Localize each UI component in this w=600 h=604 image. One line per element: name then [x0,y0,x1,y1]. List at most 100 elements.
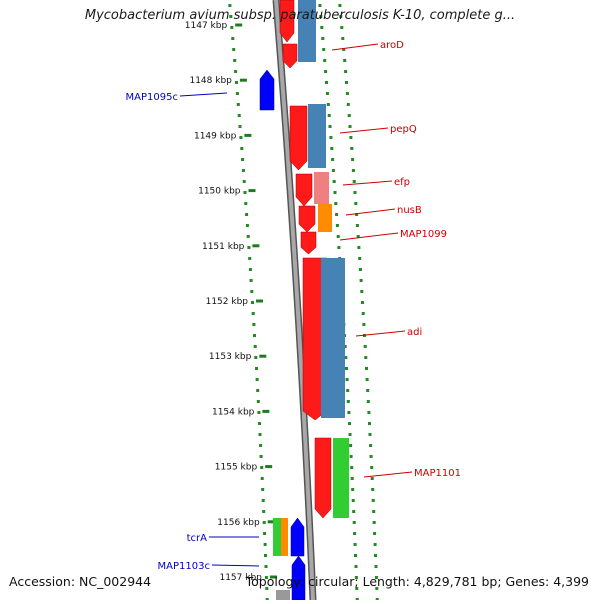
gene-label-forward: MAP1099 [400,229,447,240]
track-dot [361,312,365,315]
gene-label-forward: adi [407,327,422,338]
gene-label-reverse: MAP1095c [126,92,178,103]
topology-summary: Topology: circular; Length: 4,829,781 bp… [245,574,589,589]
track-dot [369,455,373,458]
gene-forward [300,231,317,255]
track-dot [264,554,267,557]
track-dot [335,224,339,227]
tick-mark [265,465,273,469]
track-dot [346,103,350,106]
track-dot [369,444,373,447]
backbone-line [274,0,315,601]
track-dot [331,169,335,172]
track-dot [330,147,334,150]
gene-forward [289,105,308,171]
cds-bar [321,258,345,418]
cds-bar [276,590,290,600]
tick-label: 1148 kbp [189,76,232,86]
track-dot [374,565,378,568]
tick-mark [256,299,263,303]
track-dot [327,114,331,117]
track-dot [353,532,357,535]
track-dot [234,70,238,73]
track-dot [236,103,240,106]
map-title: Mycobacterium avium subsp. paratuberculo… [84,8,516,23]
track-dot [354,554,357,557]
track-dot [241,158,245,161]
track-dot [262,521,266,524]
track-dot [368,433,372,436]
track-dot [342,48,346,51]
track-dot [358,257,362,260]
backbone [272,0,317,601]
track-dot [324,70,328,73]
track-dot [357,246,361,249]
track-dot [253,345,257,348]
track-dot [319,15,323,18]
track-dot [371,488,375,491]
tick-mark [262,409,270,413]
track-dot [334,202,338,205]
track-dot [354,565,358,568]
gene-features [259,0,349,601]
track-dot [249,279,253,282]
track-dot [366,400,370,403]
tick-label: 1151 kbp [202,242,245,252]
track-dot [255,367,258,370]
track-dot [331,158,335,161]
gene-reverse [259,69,275,111]
track-dot [347,114,351,117]
track-dot [258,433,262,436]
cds-bar [333,438,349,518]
track-dot [337,246,341,249]
track-dot [354,576,358,579]
kbp-ticks: 1147 kbp 1148 kbp 1149 kbp 1150 kbp 1151 kbp… [185,21,277,583]
track-dot [365,367,368,370]
track-dot [257,411,261,414]
track-dot [365,378,369,381]
track-dot [258,422,261,425]
track-dot [366,389,370,392]
tick-label: 1153 kbp [209,352,252,362]
track-dot [241,169,245,172]
gene-forward [279,0,295,43]
track-dot [260,466,264,469]
track-dot [348,422,351,425]
track-dot [347,411,351,414]
track-dot [353,191,357,194]
track-dot [348,125,352,128]
track-dot [253,334,256,337]
track-dot [362,323,366,326]
track-dot [256,389,260,392]
label-leader [342,180,393,186]
track-dot [349,455,353,458]
gene-forward [298,205,316,233]
cds-bar [281,518,288,556]
track-dot [359,279,363,282]
cds-bar [314,172,329,204]
tick-mark [239,78,247,82]
track-dot [242,180,246,183]
track-dot [248,268,252,271]
track-dot [350,477,354,480]
label-leader [179,92,228,97]
track-dot [352,180,356,183]
label-leader [355,330,406,337]
accession-text: Accession: NC_002944 [9,574,152,589]
track-dot [346,389,350,392]
track-dot [345,367,348,370]
tick-mark [235,23,243,27]
track-dot [332,180,336,183]
track-dot [375,587,379,590]
track-dot [373,543,377,546]
label-leader [211,564,260,567]
track-dot [351,488,355,491]
track-dot [343,345,347,348]
gene-label-forward: aroD [380,40,404,51]
tick-mark [267,520,275,524]
gene-label-forward: efp [394,177,410,188]
tick-label: 1155 kbp [215,463,258,473]
track-dot [348,433,352,436]
